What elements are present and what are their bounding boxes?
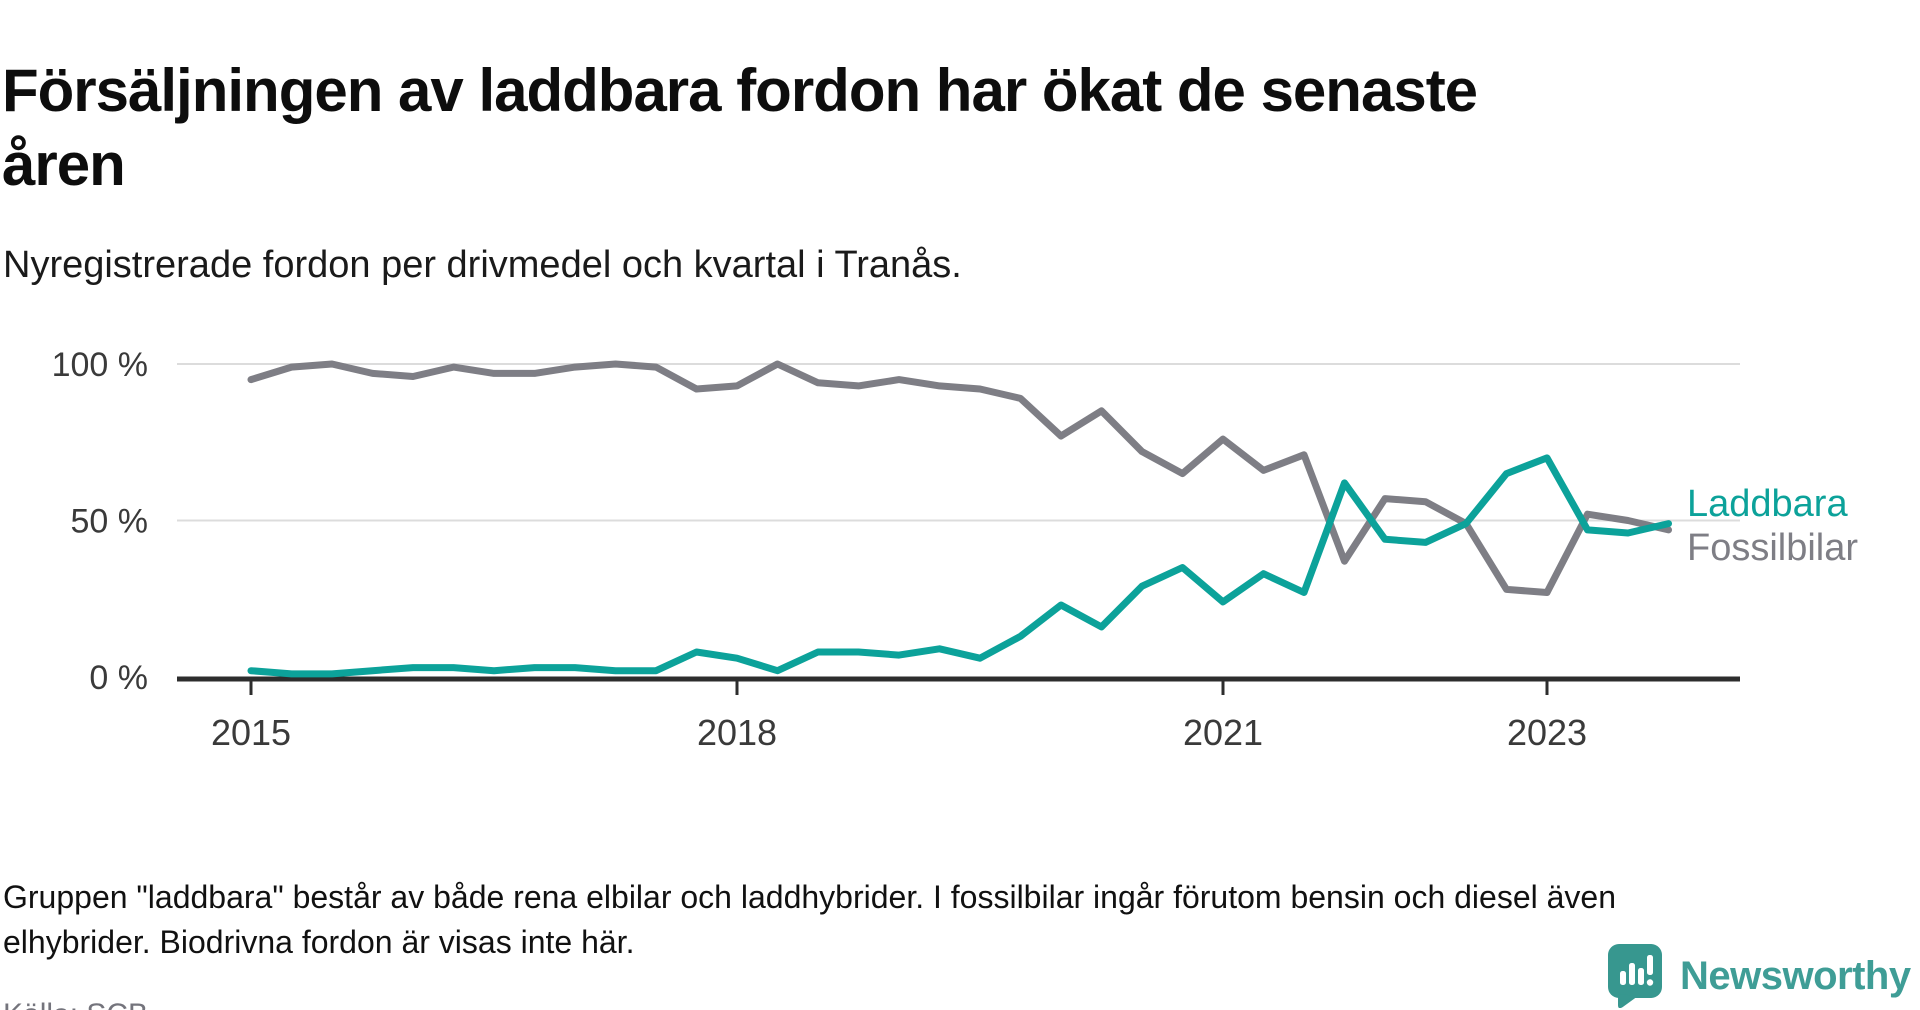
chart-footnote-line-1: Gruppen "laddbara" består av både rena e… — [3, 879, 1617, 915]
newsworthy-brand-text: Newsworthy — [1680, 953, 1911, 998]
newsworthy-logo: Newsworthy — [1606, 944, 1911, 1008]
x-axis-label-2021: 2021 — [1183, 712, 1263, 753]
legend-item-fossilbilar: Fossilbilar — [1687, 527, 1859, 569]
x-axis-label-2015: 2015 — [211, 712, 291, 753]
chart-title-line-2: åren — [2, 131, 126, 199]
y-axis-label-0: 0 % — [89, 659, 148, 697]
speech-bubble-bar-chart-icon — [1608, 944, 1662, 1008]
chart-subtitle: Nyregistrerade fordon per drivmedel och … — [3, 244, 962, 286]
legend-item-laddbara: Laddbara — [1687, 483, 1848, 525]
chart-footnote: Gruppen "laddbara" består av både rena e… — [3, 875, 1903, 965]
chart-footnote-line-2: elhybrider. Biodrivna fordon är visas in… — [3, 924, 635, 960]
chart-title: Försäljningen av laddbara fordon har öka… — [2, 54, 1822, 202]
x-axis-label-2023: 2023 — [1507, 712, 1587, 753]
x-axis-label-2018: 2018 — [697, 712, 777, 753]
source-label: Källa: SCB — [3, 998, 148, 1010]
y-axis-label-100: 100 % — [52, 346, 148, 384]
chart-title-line-1: Försäljningen av laddbara fordon har öka… — [2, 57, 1478, 125]
series-line-laddbara — [247, 454, 1672, 678]
y-axis-label-50: 50 % — [71, 503, 149, 541]
series-line-fossilbilar — [247, 360, 1672, 596]
